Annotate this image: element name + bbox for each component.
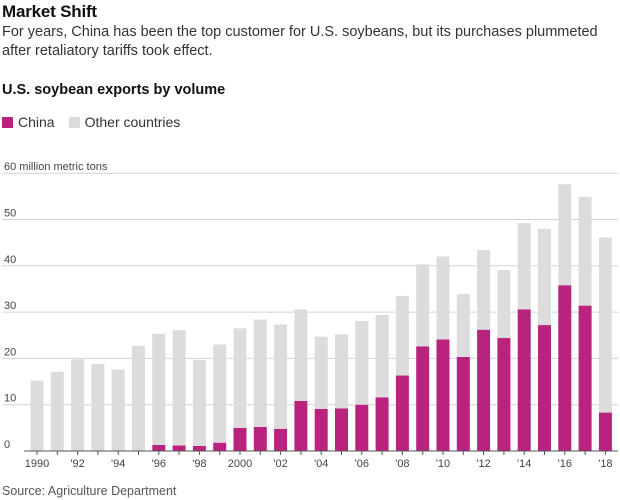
bar-china-1999 (213, 442, 227, 451)
x-tick-label: '94 (111, 458, 125, 470)
y-tick-label: 30 (4, 300, 16, 312)
y-axis-unit-label: 60 million metric tons (4, 161, 108, 173)
chart-title: Market Shift (2, 2, 97, 21)
x-tick-label: 1990 (25, 458, 49, 470)
bar-other-2002 (274, 324, 288, 429)
china-swatch (2, 116, 13, 128)
bar-other-1991 (50, 371, 64, 451)
bar-other-2017 (578, 196, 592, 306)
bar-china-2014 (517, 309, 531, 451)
bar-other-2014 (517, 223, 531, 310)
y-tick-label: 50 (4, 208, 16, 220)
x-tick-label: '96 (152, 458, 166, 470)
legend-item-china: China (2, 114, 55, 130)
y-tick-label: 0 (4, 439, 10, 451)
bar-other-2003 (294, 309, 308, 401)
bar-china-2006 (355, 404, 369, 451)
bar-other-2009 (416, 264, 430, 347)
bar-china-2001 (253, 426, 267, 451)
bar-other-1999 (213, 344, 227, 443)
bar-other-2011 (456, 294, 470, 358)
chart-description: For years, China has been the top custom… (2, 24, 598, 59)
y-tick-label: 10 (4, 393, 16, 405)
bar-china-2008 (395, 375, 409, 451)
bar-china-1996 (152, 444, 166, 451)
bar-china-2015 (538, 325, 551, 451)
bar-other-2001 (253, 319, 267, 427)
bar-other-2018 (598, 237, 612, 413)
bar-china-2010 (436, 339, 450, 451)
bar-other-2000 (233, 328, 247, 428)
legend-label-other: Other countries (84, 114, 181, 130)
bar-other-2007 (375, 314, 389, 398)
y-tick-label: 40 (4, 254, 16, 266)
bar-china-2003 (294, 400, 308, 451)
bar-other-1996 (152, 333, 166, 445)
bar-china-2000 (233, 427, 247, 451)
bar-other-1990 (30, 380, 44, 451)
legend-label-china: China (18, 114, 55, 130)
x-tick-label: '12 (476, 458, 490, 470)
x-tick-label: '06 (355, 458, 369, 470)
bar-china-1998 (192, 445, 206, 451)
bar-china-2009 (416, 346, 430, 451)
grid-lines (2, 172, 618, 406)
chart-subtitle: U.S. soybean exports by volume (2, 82, 226, 98)
x-tick-label: '92 (70, 458, 84, 470)
source-note: Source: Agriculture Department (2, 484, 177, 498)
x-tick-label: '08 (395, 458, 409, 470)
x-tick-label: '10 (436, 458, 450, 470)
x-tick-label: '02 (273, 458, 287, 470)
bar-other-2012 (477, 250, 491, 330)
y-tick-label: 20 (4, 346, 16, 358)
bar-other-1992 (71, 359, 85, 451)
bar-china-2002 (274, 428, 288, 451)
x-tick-label: '98 (192, 458, 206, 470)
bar-china-2013 (497, 338, 511, 451)
stacked-bar-chart: 0 10 20 30 40 50 60 million metric tons 1990 '92… (2, 161, 618, 470)
bar-other-1998 (192, 359, 206, 446)
bar-other-2015 (538, 228, 551, 326)
x-tick-label: '04 (314, 458, 328, 470)
bar-other-2013 (497, 269, 511, 339)
x-tick-label: '14 (517, 458, 531, 470)
bar-china-2017 (578, 305, 592, 451)
bar-other-2005 (335, 334, 348, 409)
x-tick-label: 2000 (228, 458, 252, 470)
bar-other-2004 (314, 336, 328, 409)
bar-china-1997 (172, 445, 186, 451)
bar-other-1995 (132, 345, 145, 451)
bar-china-2005 (335, 408, 348, 451)
x-tick-label: '18 (598, 458, 612, 470)
legend-item-other: Other countries (68, 114, 181, 130)
bar-other-1997 (172, 330, 186, 446)
bar-other-2006 (355, 320, 369, 405)
bar-other-2016 (558, 184, 572, 286)
bars (30, 184, 612, 451)
bar-china-2004 (314, 408, 328, 451)
bar-other-2008 (395, 295, 409, 376)
legend: China Other countries (2, 114, 194, 130)
axes: 0 10 20 30 40 50 60 million metric tons 1990 '92… (4, 161, 618, 470)
bar-china-2012 (477, 329, 491, 451)
x-tick-label: '16 (558, 458, 572, 470)
bar-other-1994 (111, 369, 125, 451)
bar-china-2011 (456, 357, 470, 451)
bar-china-2007 (375, 397, 389, 451)
bar-other-1993 (91, 363, 105, 451)
bar-china-2016 (558, 285, 572, 451)
other-countries-swatch (68, 116, 80, 128)
bar-china-2018 (598, 412, 612, 451)
bar-other-2010 (436, 256, 450, 340)
